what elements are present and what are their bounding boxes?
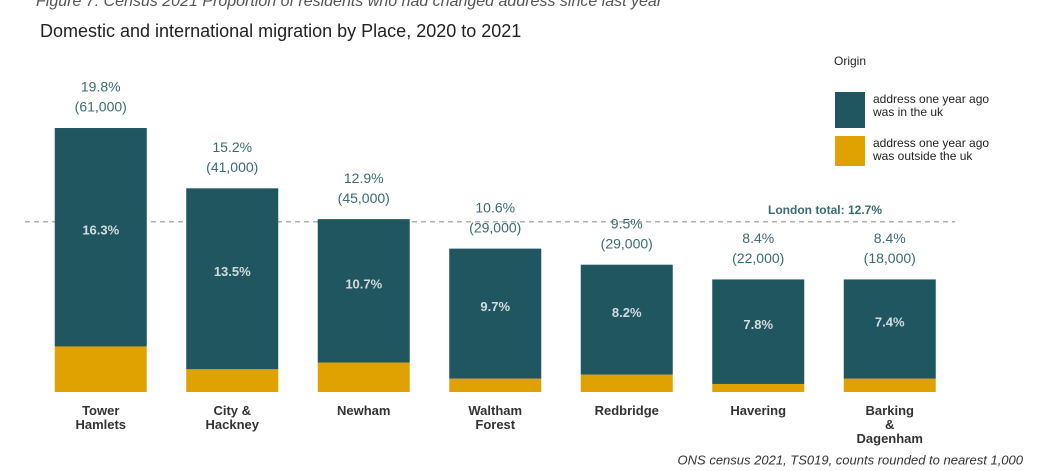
bar-segment bbox=[843, 378, 936, 392]
value-label: 10.7% bbox=[345, 276, 382, 291]
x-tick-label: Barking & Dagenham bbox=[856, 403, 923, 446]
bar-segment bbox=[449, 378, 542, 392]
legend-swatch bbox=[835, 92, 865, 128]
x-tick-label: Havering bbox=[730, 403, 787, 418]
bar-segment bbox=[317, 362, 410, 392]
bar-segment bbox=[580, 374, 673, 392]
count-label: (29,000) bbox=[601, 235, 653, 251]
bar-segment bbox=[712, 383, 805, 392]
total-label: 19.8% bbox=[81, 79, 121, 95]
x-tick-label: City & Hackney bbox=[205, 403, 259, 432]
bar-segment bbox=[54, 128, 147, 347]
bar-segment bbox=[449, 248, 542, 379]
value-label: 7.4% bbox=[875, 314, 905, 329]
legend-label: address one year ago was in the uk bbox=[872, 92, 989, 119]
bar-segment bbox=[580, 264, 673, 375]
figure-caption: Figure 7: Census 2021 Proportion of resi… bbox=[36, 0, 663, 10]
count-label: (22,000) bbox=[732, 250, 784, 266]
legend-label: address one year ago was outside the uk bbox=[872, 136, 989, 163]
bar-segment bbox=[186, 188, 279, 370]
x-tick-label: Tower Hamlets bbox=[75, 403, 127, 432]
bar-segment bbox=[843, 279, 936, 379]
x-tick-label: Redbridge bbox=[594, 403, 659, 418]
count-label: (45,000) bbox=[338, 190, 390, 206]
total-label: 8.4% bbox=[874, 230, 906, 246]
total-label: 10.6% bbox=[475, 199, 515, 215]
value-label: 16.3% bbox=[82, 223, 119, 238]
source-note: ONS census 2021, TS019, counts rounded t… bbox=[678, 452, 1024, 467]
count-label: (29,000) bbox=[469, 219, 521, 235]
count-label: (61,000) bbox=[75, 99, 127, 115]
x-tick-label: Newham bbox=[337, 403, 391, 418]
bar-segment bbox=[54, 346, 147, 392]
legend-title: Origin bbox=[834, 54, 866, 68]
bar-segment bbox=[712, 279, 805, 384]
value-label: 7.8% bbox=[743, 317, 773, 332]
legend-swatch bbox=[835, 136, 865, 166]
total-label: 12.9% bbox=[344, 170, 384, 186]
total-label: 15.2% bbox=[212, 139, 252, 155]
x-tick-label: Waltham Forest bbox=[468, 403, 523, 432]
bar-segment bbox=[186, 369, 279, 392]
count-label: (41,000) bbox=[206, 159, 258, 175]
value-label: 13.5% bbox=[214, 264, 251, 279]
total-label: 9.5% bbox=[611, 215, 643, 231]
reference-label: London total: 12.7% bbox=[768, 203, 882, 217]
value-label: 8.2% bbox=[612, 305, 642, 320]
chart-title: Domestic and international migration by … bbox=[40, 21, 521, 41]
bar-segment bbox=[317, 219, 410, 363]
value-label: 9.7% bbox=[480, 299, 510, 314]
total-label: 8.4% bbox=[742, 230, 774, 246]
count-label: (18,000) bbox=[864, 250, 916, 266]
